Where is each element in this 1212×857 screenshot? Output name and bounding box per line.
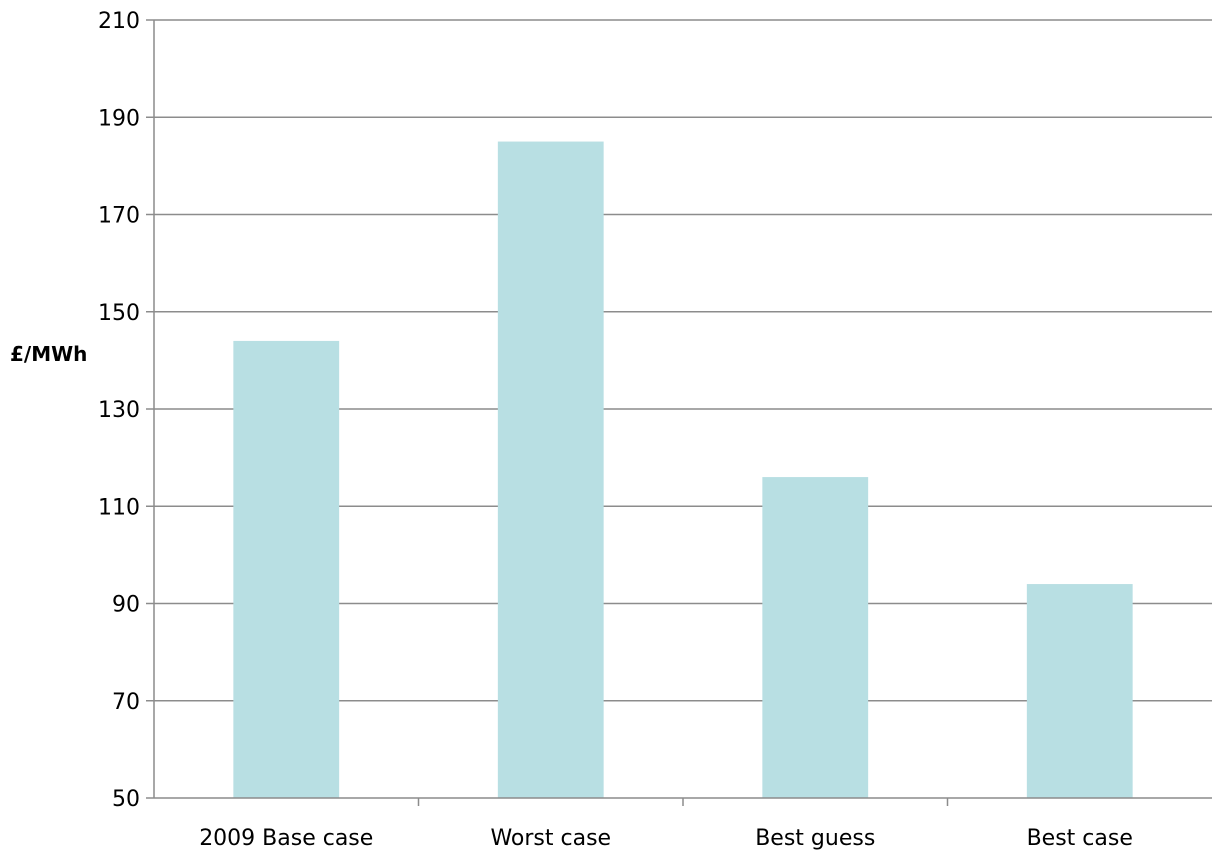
y-tick-label: 210: [98, 9, 140, 34]
y-tick-label: 90: [112, 593, 140, 618]
bar: [1026, 584, 1133, 798]
x-tick-label: Best case: [1027, 826, 1133, 851]
y-tick-label: 70: [112, 690, 140, 715]
bar: [497, 141, 604, 798]
y-tick-label: 50: [112, 787, 140, 812]
bars: [233, 141, 1133, 798]
x-tick-label: Worst case: [490, 826, 611, 851]
y-tick-label: 190: [98, 106, 140, 131]
y-tick-label: 150: [98, 301, 140, 326]
y-tick-label: 130: [98, 398, 140, 423]
bar: [762, 477, 869, 798]
bar: [233, 340, 340, 798]
y-tick-label: 170: [98, 204, 140, 229]
y-axis-label: £/MWh: [10, 342, 87, 366]
y-tick-label: 110: [98, 495, 140, 520]
y-tick-labels: 50 70 90 110 130 150 170 190 210: [98, 9, 140, 812]
x-tick-label: 2009 Base case: [199, 826, 373, 851]
x-tick-labels: 2009 Base case Worst case Best guess Best c…: [199, 826, 1133, 851]
axes: [146, 19, 1212, 806]
x-tick-label: Best guess: [755, 826, 875, 851]
